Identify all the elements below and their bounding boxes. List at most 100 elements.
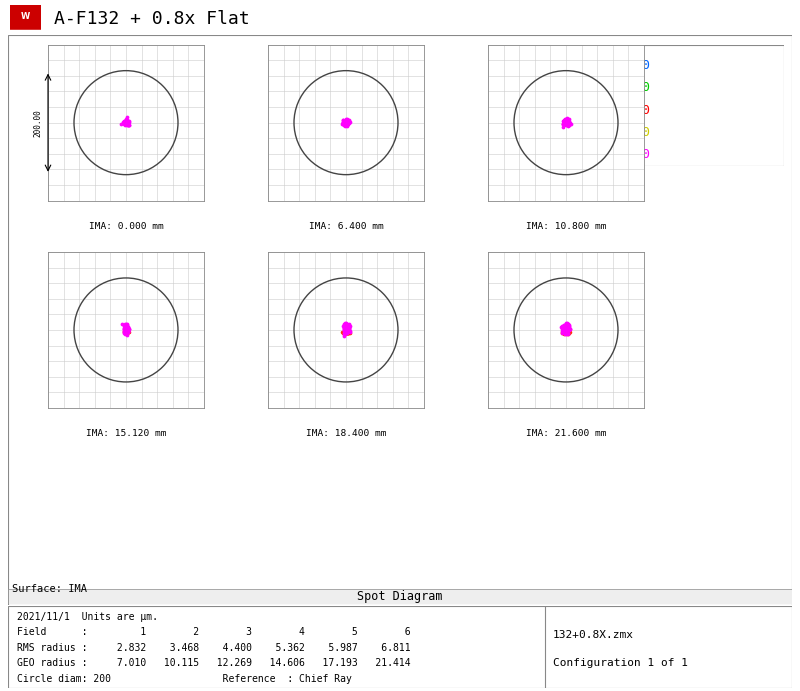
Point bbox=[560, 117, 573, 128]
Point bbox=[559, 326, 572, 337]
Point bbox=[118, 117, 131, 128]
Point bbox=[341, 328, 354, 339]
Point bbox=[560, 328, 573, 339]
Point bbox=[342, 322, 354, 333]
Point bbox=[338, 120, 351, 131]
Point bbox=[119, 116, 132, 127]
Point bbox=[118, 325, 131, 337]
Point bbox=[561, 325, 574, 336]
Point bbox=[558, 329, 571, 340]
Point bbox=[341, 325, 354, 336]
Point bbox=[119, 327, 132, 338]
Point bbox=[558, 323, 570, 334]
Point bbox=[336, 327, 349, 338]
Point bbox=[340, 115, 353, 126]
Point bbox=[340, 118, 353, 129]
Point bbox=[340, 115, 353, 126]
Point bbox=[562, 116, 574, 127]
Point bbox=[118, 117, 131, 128]
Point bbox=[562, 322, 574, 333]
Point bbox=[119, 117, 132, 128]
Point bbox=[563, 323, 576, 334]
Point bbox=[120, 118, 133, 129]
Point bbox=[339, 325, 352, 336]
Point bbox=[342, 323, 354, 334]
Point bbox=[339, 327, 352, 338]
Text: IMA: 21.600 mm: IMA: 21.600 mm bbox=[526, 429, 606, 438]
Point bbox=[119, 323, 132, 334]
Point bbox=[559, 324, 572, 335]
Point bbox=[341, 117, 354, 129]
Point bbox=[342, 325, 355, 336]
Point bbox=[119, 325, 132, 337]
Point bbox=[559, 114, 572, 125]
Point bbox=[556, 117, 569, 129]
Point bbox=[119, 325, 132, 336]
Point bbox=[342, 322, 354, 333]
Point bbox=[340, 325, 353, 337]
Point bbox=[560, 116, 573, 127]
Point bbox=[340, 323, 353, 334]
Point bbox=[560, 326, 573, 337]
Point bbox=[120, 115, 133, 126]
Point bbox=[118, 327, 131, 338]
Point bbox=[558, 115, 570, 126]
Point bbox=[118, 326, 131, 337]
Point bbox=[562, 323, 574, 334]
Point bbox=[559, 119, 572, 130]
Point bbox=[339, 119, 352, 130]
Point bbox=[339, 117, 352, 129]
Point bbox=[339, 118, 352, 129]
Point bbox=[120, 117, 133, 129]
Point bbox=[117, 116, 130, 127]
Point bbox=[342, 322, 354, 333]
Point bbox=[121, 116, 134, 127]
Point bbox=[122, 116, 135, 127]
Point bbox=[558, 327, 571, 338]
Point bbox=[338, 322, 351, 333]
Point bbox=[337, 117, 350, 129]
Point bbox=[340, 317, 353, 328]
Point bbox=[558, 117, 571, 129]
Point bbox=[340, 327, 353, 338]
Point bbox=[119, 117, 132, 129]
Point bbox=[338, 324, 350, 335]
Point bbox=[560, 325, 573, 337]
Point bbox=[562, 115, 574, 126]
Point bbox=[119, 116, 132, 127]
Point bbox=[562, 328, 574, 339]
Point bbox=[118, 325, 131, 337]
Point bbox=[118, 117, 130, 129]
Point bbox=[121, 327, 134, 338]
Point bbox=[340, 328, 353, 339]
Point bbox=[561, 319, 574, 330]
Point bbox=[559, 326, 572, 337]
Point bbox=[120, 326, 133, 337]
Point bbox=[559, 116, 572, 127]
Point bbox=[120, 326, 133, 337]
Point bbox=[339, 118, 352, 129]
Point bbox=[337, 115, 350, 126]
Point bbox=[120, 117, 133, 129]
Point bbox=[340, 117, 353, 128]
Point bbox=[559, 327, 572, 338]
Point bbox=[559, 115, 572, 126]
Point bbox=[561, 113, 574, 124]
Point bbox=[337, 116, 350, 127]
Point bbox=[122, 326, 134, 337]
Point bbox=[338, 120, 351, 131]
Point bbox=[562, 116, 575, 127]
Point bbox=[558, 327, 571, 338]
Point bbox=[121, 120, 134, 131]
Point bbox=[338, 326, 351, 337]
Point bbox=[559, 323, 572, 334]
Point bbox=[337, 321, 350, 332]
Point bbox=[558, 119, 571, 130]
Text: 0.4960: 0.4960 bbox=[602, 82, 650, 95]
Point bbox=[561, 320, 574, 331]
Point bbox=[342, 116, 355, 127]
Point bbox=[120, 116, 133, 127]
Point bbox=[340, 328, 353, 339]
Text: +: + bbox=[558, 58, 567, 73]
Point bbox=[340, 328, 353, 339]
